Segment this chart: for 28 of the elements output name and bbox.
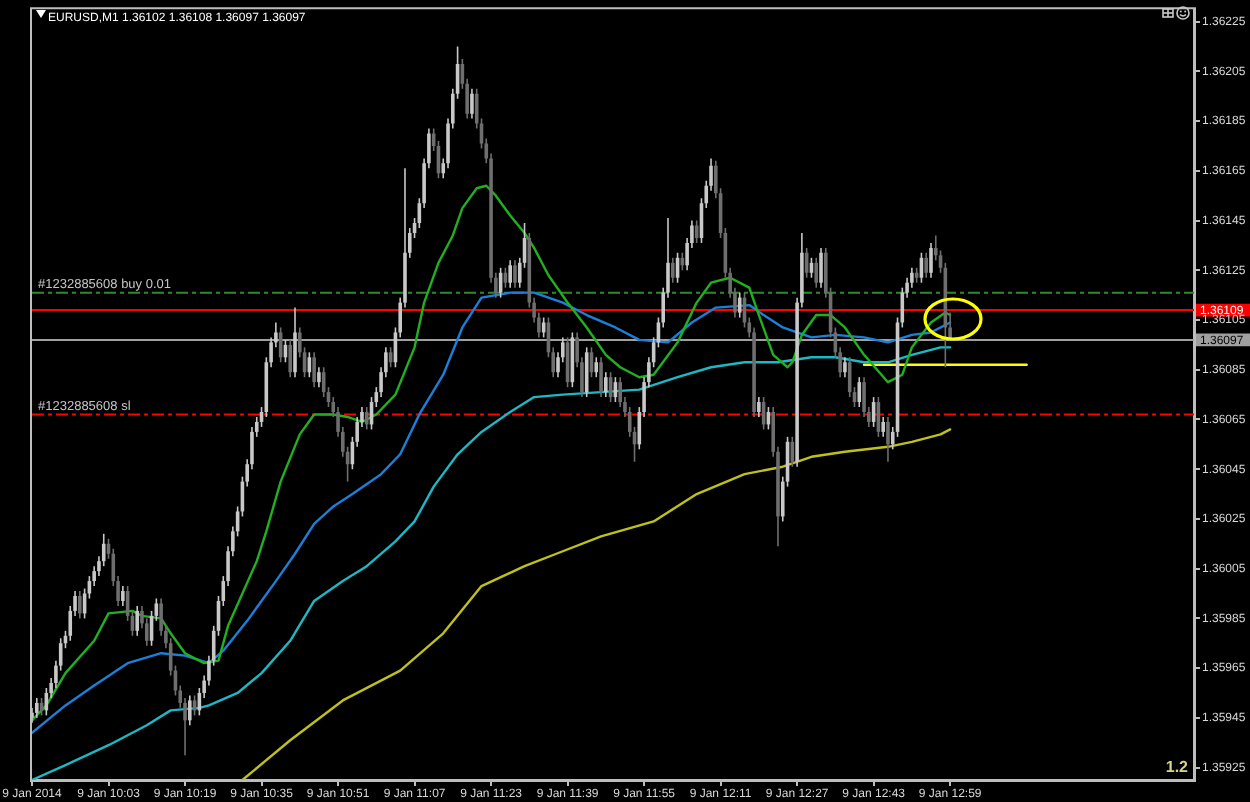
candlestick <box>584 346 589 398</box>
candlestick <box>135 605 139 637</box>
candlestick <box>924 252 929 279</box>
annotation: 1.2 <box>1165 758 1190 777</box>
candlestick <box>604 371 608 398</box>
candlestick <box>929 242 933 279</box>
candlestick <box>513 259 517 289</box>
candlestick <box>317 366 321 388</box>
candlestick <box>293 306 297 378</box>
candlestick <box>737 291 742 319</box>
candlestick <box>594 356 599 378</box>
candlestick <box>599 356 603 398</box>
candlestick <box>670 257 675 284</box>
candlestick <box>470 87 474 120</box>
candlestick <box>364 406 369 431</box>
candlestick <box>843 356 847 378</box>
candlestick <box>312 351 316 388</box>
candlestick <box>121 585 125 607</box>
candlestick <box>886 416 890 463</box>
candlestick <box>188 694 192 727</box>
candlestick <box>881 416 885 438</box>
candlestick <box>508 259 512 289</box>
candlestick <box>288 339 293 378</box>
candlestick <box>78 590 82 620</box>
candlestick <box>819 247 823 289</box>
candlestick <box>857 376 862 408</box>
candlestick <box>814 257 819 289</box>
candlestick <box>757 396 761 418</box>
